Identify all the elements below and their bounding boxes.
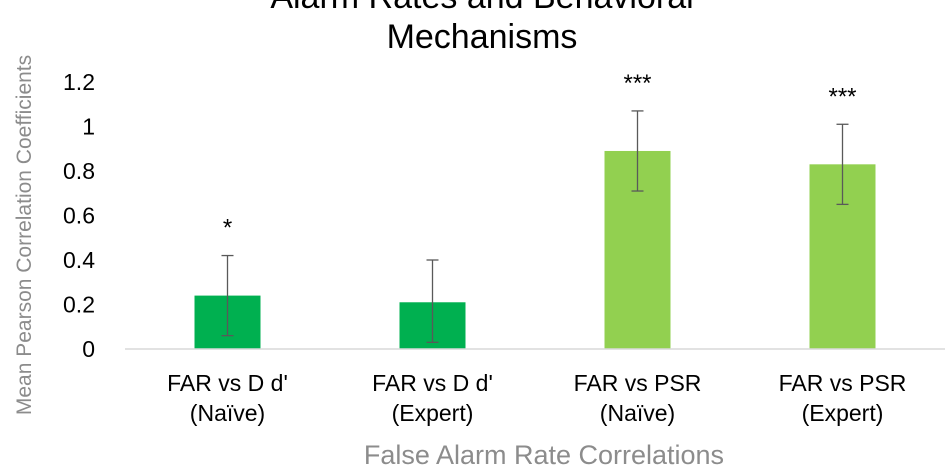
chart-title: Alarm Rates and Behavioral Mechanisms <box>270 0 693 56</box>
x-tick-label: FAR vs PSR <box>574 370 702 396</box>
y-tick-label: 1 <box>82 114 95 140</box>
x-axis-label: False Alarm Rate Correlations <box>364 440 724 470</box>
x-tick-label: (Expert) <box>392 400 474 426</box>
chart-title-line-2: Mechanisms <box>387 18 578 56</box>
error-bars <box>221 110 849 343</box>
x-tick-label: (Naïve) <box>600 400 675 426</box>
significance-marker: *** <box>623 70 651 97</box>
error-bar <box>631 110 644 192</box>
significance-markers: **** *** <box>223 70 857 242</box>
x-tick-label: (Naïve) <box>190 400 265 426</box>
chart-title-line-1: Alarm Rates and Behavioral <box>270 0 693 16</box>
y-tick-label: 0.6 <box>63 203 95 229</box>
y-tick-label: 0 <box>82 336 95 362</box>
y-tick-label: 1.2 <box>63 69 95 95</box>
y-tick-label: 0.8 <box>63 158 95 184</box>
error-bar <box>221 254 234 337</box>
y-tick-label: 0.4 <box>63 247 95 273</box>
x-tick-label: FAR vs D d' <box>167 370 288 396</box>
error-bar <box>836 123 849 206</box>
y-axis-label: Mean Pearson Correlation Coefficients <box>13 55 36 415</box>
error-bar <box>426 259 439 343</box>
significance-marker: * <box>223 215 232 242</box>
x-tick-label: FAR vs PSR <box>779 370 907 396</box>
y-axis-ticks: 0 0.2 0.4 0.6 0.8 1 1.2 <box>63 69 95 362</box>
x-tick-label: (Expert) <box>802 400 884 426</box>
significance-marker: *** <box>828 83 856 110</box>
y-tick-label: 0.2 <box>63 292 95 318</box>
x-axis-categories: FAR vs D d' (Naïve) FAR vs D d' (Expert) FAR… <box>167 370 906 426</box>
bars <box>194 150 876 349</box>
x-tick-label: FAR vs D d' <box>372 370 493 396</box>
